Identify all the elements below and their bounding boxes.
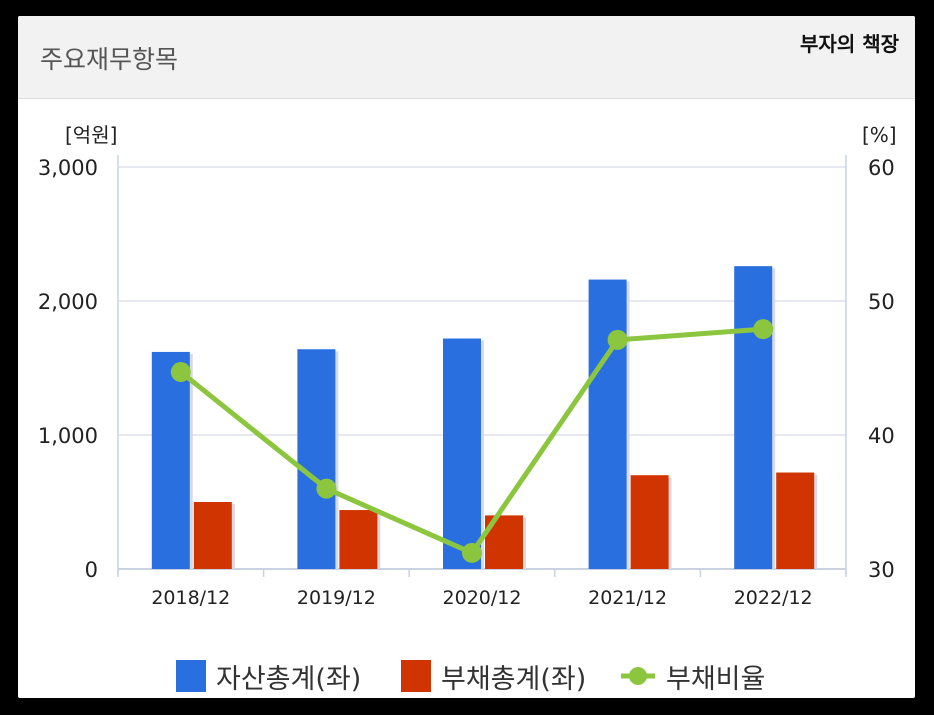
legend-ratio-label: 부채비율: [666, 664, 765, 695]
debt-ratio-point: [462, 542, 482, 563]
liability-bar: [630, 475, 669, 569]
asset-bar: [151, 351, 190, 569]
right-axis-unit: [%]: [862, 123, 897, 147]
watermark-text: 부자의 책장: [800, 32, 899, 56]
debt-ratio-point: [170, 362, 191, 383]
x-tick-label: 2019/12: [297, 587, 376, 609]
left-tick-label: 3,000: [38, 156, 98, 180]
legend-assets-label: 자산총계(좌): [216, 664, 361, 695]
left-tick-label: 0: [85, 558, 98, 582]
x-tick-label: 2022/12: [734, 587, 813, 609]
liability-bar: [776, 472, 815, 569]
left-tick-label: 1,000: [38, 424, 98, 448]
left-axis-unit: [억원]: [65, 123, 117, 147]
legend-assets-swatch: [176, 660, 206, 692]
asset-bar: [297, 349, 336, 569]
right-tick-label: 40: [868, 424, 895, 448]
asset-bar: [588, 279, 627, 569]
left-tick-label: 2,000: [38, 290, 98, 314]
asset-bar: [443, 338, 481, 569]
legend-ratio-marker: [629, 667, 647, 685]
x-tick-label: 2020/12: [443, 587, 522, 609]
legend-liabilities-swatch: [401, 660, 431, 692]
right-tick-label: 50: [868, 290, 895, 314]
right-tick-label: 60: [868, 156, 895, 180]
legend-liabilities-label: 부채총계(좌): [441, 664, 586, 695]
x-tick-label: 2018/12: [151, 587, 230, 609]
panel-title: 주요재무항목: [40, 45, 179, 74]
debt-ratio-point: [753, 319, 774, 340]
panel-header: 주요재무항목 부자의 책장: [18, 16, 915, 99]
liability-bar: [339, 510, 378, 569]
liability-bar: [193, 502, 232, 569]
debt-ratio-point: [607, 329, 628, 350]
debt-ratio-point: [316, 478, 337, 499]
asset-bar: [734, 266, 773, 569]
right-tick-label: 30: [868, 558, 895, 582]
x-tick-label: 2021/12: [588, 587, 667, 609]
